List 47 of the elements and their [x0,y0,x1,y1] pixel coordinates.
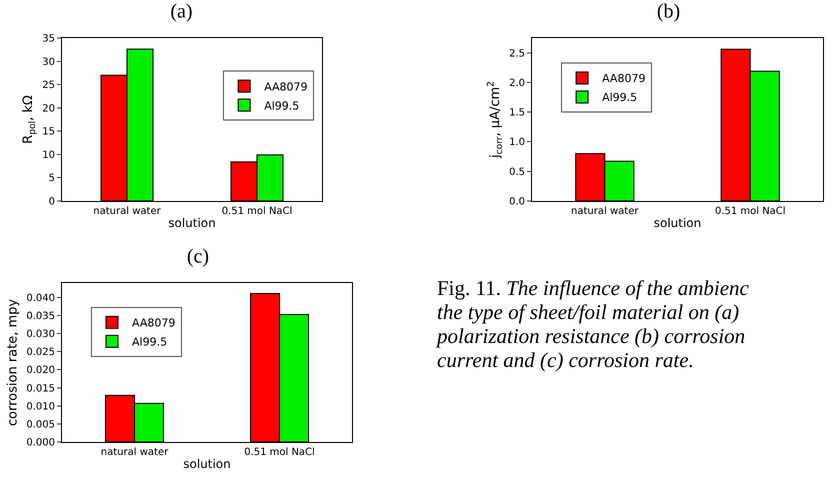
legend-label: Al99.5 [264,99,300,112]
x-tick-label: natural water [571,206,640,217]
legend-label: AA8079 [602,72,646,86]
text: current and (c) corrosion rate. [437,348,695,372]
y-tick-label: 0.0 [509,196,525,208]
legend-label: AA8079 [132,316,176,330]
text: The influence of the ambienc [505,276,749,300]
y-tick-label: 2.0 [509,78,525,89]
y-tick-label: 0.005 [26,419,55,430]
caption: Fig. 11. [437,276,501,300]
text: the type of sheet/foil material on (a) [437,300,740,324]
legend-label: Al99.5 [602,91,638,104]
y-tick-label: 2.5 [509,48,525,60]
x-tick-label: 0.51 mol NaCl [222,206,292,217]
x-tick-label: natural water [100,447,170,458]
y-tick-label: 35 [42,34,55,44]
y-tick-label: 0.010 [26,401,55,412]
x-axis-title: solution [183,456,231,471]
y-tick-label: 30 [42,56,55,68]
x-tick-label: 0.51 mol NaCl [244,447,315,458]
y-tick-label: 1.0 [509,137,525,148]
chart-title: (c) [186,246,210,268]
y-tick-label: 0.040 [26,292,55,304]
y-tick-label: 0.025 [26,347,55,358]
y-tick-label: 0 [48,196,55,208]
x-tick-label: 0.51 mol NaCl [714,206,786,217]
y-tick-label: 10 [42,150,55,161]
y-tick-label: 15 [42,126,55,138]
legend-label: Al99.5 [132,336,168,349]
y-axis-title: corrosion rate, mpy [5,298,20,426]
y-tick-label: 0.035 [26,311,55,322]
chart-title: (b) [656,0,680,23]
y-tick-label: 0.5 [509,166,525,178]
legend-label: AA8079 [264,80,308,94]
x-tick-label: natural water [93,206,162,217]
y-tick-label: 0.030 [26,329,55,340]
y-tick-label: 25 [42,80,55,92]
chart-title: (a) [170,0,193,23]
y-tick-label: 20 [42,103,55,114]
y-tick-label: 5 [48,173,55,184]
y-tick-label: 0.015 [26,383,55,394]
y-tick-label: 0.000 [26,438,55,448]
y-tick-label: 1.5 [509,108,525,119]
text: polarization resistance (b) corrosion [437,324,746,348]
x-axis-title: solution [654,216,702,230]
y-tick-label: 0.020 [26,365,55,376]
x-axis-title: solution [168,216,216,230]
